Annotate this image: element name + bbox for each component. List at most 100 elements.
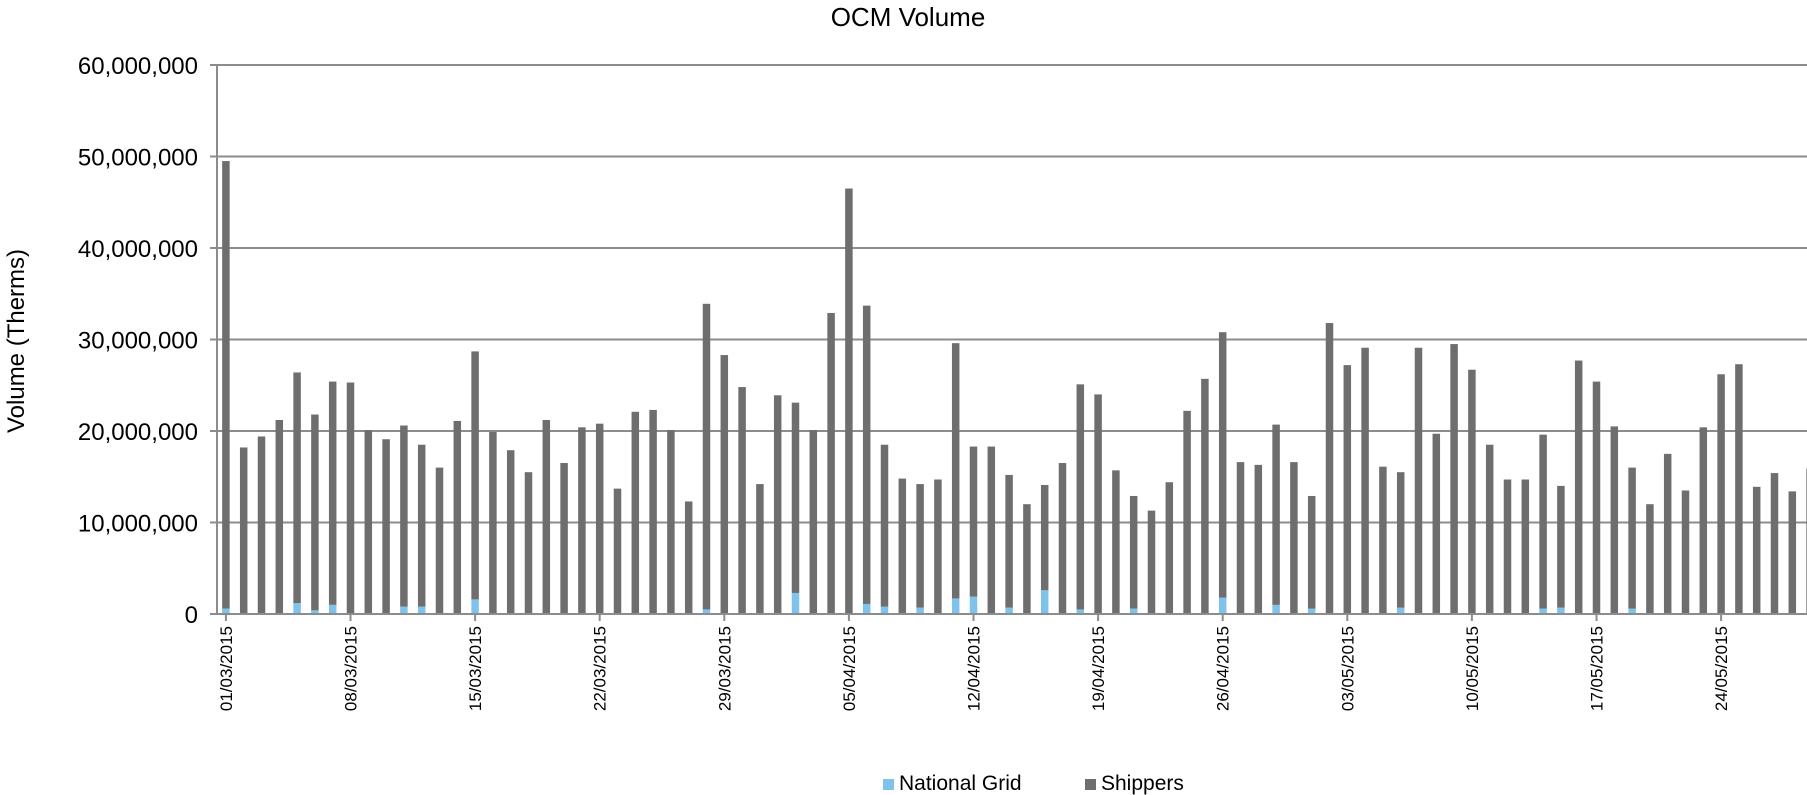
bar-national-grid [702, 609, 711, 614]
y-tick-label: 50,000,000 [78, 145, 198, 172]
bar-shippers [1129, 495, 1138, 609]
bar-shippers [578, 427, 586, 614]
bar-shippers [809, 430, 818, 614]
y-tick-label: 20,000,000 [78, 419, 198, 446]
bar-national-grid [1076, 609, 1085, 614]
bar-shippers [1752, 486, 1761, 614]
bar-national-grid [880, 606, 889, 614]
bar-shippers [756, 484, 764, 614]
x-tick-label: 01/03/2015 [217, 626, 236, 711]
bar-shippers [506, 450, 515, 614]
bar-shippers [649, 409, 657, 614]
bar-shippers [1325, 323, 1334, 614]
bar-shippers [1699, 427, 1708, 614]
bar-shippers [934, 479, 942, 614]
bar-shippers [542, 420, 551, 614]
y-tick-label: 60,000,000 [78, 53, 198, 80]
x-axis-ticks: 01/03/2015 08/03/2015 15/03/2015 22/03/2015… [217, 614, 1731, 711]
bar-shippers [489, 431, 497, 614]
bar-shippers [1539, 434, 1547, 609]
bar-national-grid [1307, 608, 1316, 614]
y-tick-label: 0 [185, 602, 198, 629]
bar-shippers [257, 436, 266, 614]
bar-national-grid [1539, 608, 1547, 614]
bar-shippers [702, 303, 711, 610]
bar-shippers [773, 395, 782, 614]
bar-shippers [1735, 364, 1743, 614]
x-tick-label: 17/05/2015 [1588, 626, 1607, 711]
bar-shippers [845, 188, 853, 614]
bar-shippers [1183, 410, 1191, 614]
bar-shippers [560, 463, 568, 614]
x-tick-label: 22/03/2015 [591, 626, 610, 711]
bar-shippers [667, 430, 675, 614]
bar-national-grid [791, 592, 800, 614]
bar-shippers [1147, 510, 1156, 614]
bar-shippers [1094, 394, 1102, 614]
y-tick-label: 10,000,000 [78, 511, 198, 538]
bar-shippers [880, 444, 889, 607]
bar-shippers [862, 305, 871, 604]
bar-shippers [1663, 453, 1672, 614]
bar-national-grid [916, 607, 924, 614]
bar-shippers [239, 447, 248, 614]
y-tick-label: 30,000,000 [78, 328, 198, 355]
bar-shippers [435, 467, 444, 614]
bar-shippers [1770, 473, 1779, 614]
x-tick-label: 12/04/2015 [965, 626, 984, 711]
bar-shippers [222, 161, 230, 609]
bar-shippers [453, 420, 462, 614]
x-tick-label: 24/05/2015 [1712, 626, 1731, 711]
bar-shippers [1681, 490, 1690, 614]
x-tick-label: 05/04/2015 [840, 626, 859, 711]
x-tick-label: 08/03/2015 [342, 626, 361, 711]
bar-shippers [1112, 470, 1120, 614]
bar-shippers [969, 446, 978, 597]
bar-shippers [1414, 347, 1423, 614]
bar-shippers [1503, 479, 1512, 614]
bar-national-grid [1040, 590, 1049, 614]
bar-shippers [1307, 495, 1316, 609]
bar-national-grid [1272, 604, 1280, 614]
bar-national-grid [400, 606, 408, 614]
x-tick-label: 26/04/2015 [1214, 626, 1233, 711]
bar-national-grid [1557, 607, 1565, 614]
bar-shippers [1165, 482, 1174, 614]
bar-national-grid [1218, 597, 1227, 614]
bar-shippers [1201, 378, 1209, 614]
bar-national-grid [951, 598, 960, 614]
bar-shippers [916, 484, 924, 608]
legend-label-shippers: Shippers [1101, 772, 1184, 795]
bar-shippers [898, 478, 907, 614]
bar-shippers [1023, 504, 1031, 614]
bar-shippers [382, 439, 390, 614]
legend: National Grid Shippers [883, 772, 1184, 795]
bar-shippers [1450, 344, 1458, 614]
bar-shippers [471, 351, 479, 600]
bar-national-grid [1628, 608, 1636, 614]
bar-shippers [1468, 369, 1476, 614]
x-tick-label: 29/03/2015 [715, 626, 734, 711]
bar-national-grid [328, 604, 337, 614]
bar-shippers [1557, 485, 1565, 608]
bar-shippers [1290, 462, 1298, 614]
legend-item-national-grid: National Grid [883, 772, 1022, 795]
bar-shippers [1628, 467, 1636, 609]
x-tick-label: 03/05/2015 [1338, 626, 1357, 711]
bar-shippers [595, 423, 604, 614]
bar-shippers [364, 430, 373, 614]
bar-shippers [1485, 444, 1494, 614]
bar-shippers [293, 372, 301, 604]
bar-shippers [311, 414, 319, 611]
legend-swatch-national-grid [883, 779, 894, 790]
bar-shippers [1574, 360, 1583, 614]
bar-shippers [328, 381, 337, 605]
bar-national-grid [222, 608, 230, 614]
bar-national-grid [1129, 608, 1138, 614]
bar-shippers [1005, 474, 1013, 608]
bar-national-grid [311, 610, 319, 614]
legend-label-national-grid: National Grid [899, 772, 1022, 795]
bar-shippers [720, 355, 729, 614]
bar-shippers [951, 343, 960, 599]
